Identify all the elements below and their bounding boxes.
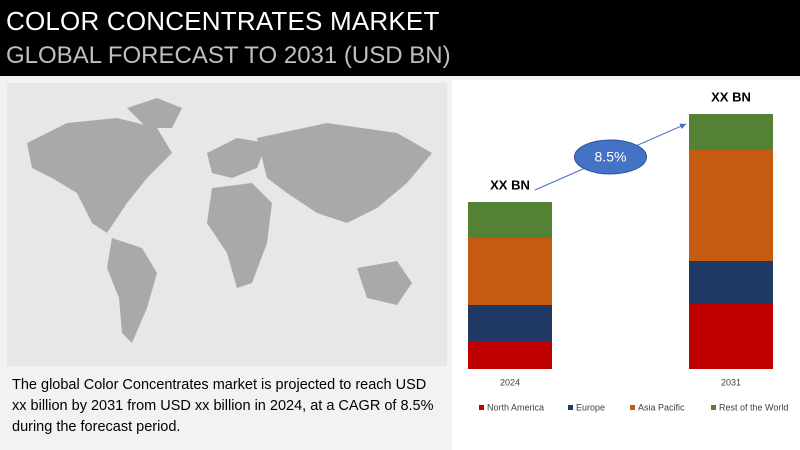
header: COLOR CONCENTRATES MARKET GLOBAL FORECAS…	[0, 0, 800, 76]
description: The global Color Concentrates market is …	[12, 377, 434, 435]
bar-segment	[468, 341, 552, 369]
legend-label: Europe	[576, 402, 605, 412]
x-tick-label: 2024	[500, 377, 520, 387]
legend-label: Rest of the World	[719, 402, 788, 412]
bar-segment	[689, 114, 773, 150]
cagr-label: 8.5%	[595, 149, 627, 165]
legend-swatch	[711, 405, 716, 410]
legend-swatch	[479, 405, 484, 410]
total-label: XX BN	[490, 177, 530, 192]
bar-segment	[468, 238, 552, 305]
legend-swatch	[568, 405, 573, 410]
total-label: XX BN	[711, 89, 751, 104]
bar-segment	[468, 202, 552, 238]
subtitle: GLOBAL FORECAST TO 2031 (USD BN)	[6, 42, 451, 69]
legend-swatch	[630, 405, 635, 410]
bar-segment	[689, 150, 773, 261]
bar-segment	[689, 304, 773, 369]
bar-segment	[468, 305, 552, 341]
x-tick-label: 2031	[721, 377, 741, 387]
legend-label: Asia Pacific	[638, 402, 685, 412]
bar-segment	[689, 261, 773, 304]
cagr-bubble	[574, 139, 647, 175]
title: COLOR CONCENTRATES MARKET	[6, 6, 440, 36]
world-map	[7, 83, 447, 366]
legend-label: North America	[487, 402, 544, 412]
